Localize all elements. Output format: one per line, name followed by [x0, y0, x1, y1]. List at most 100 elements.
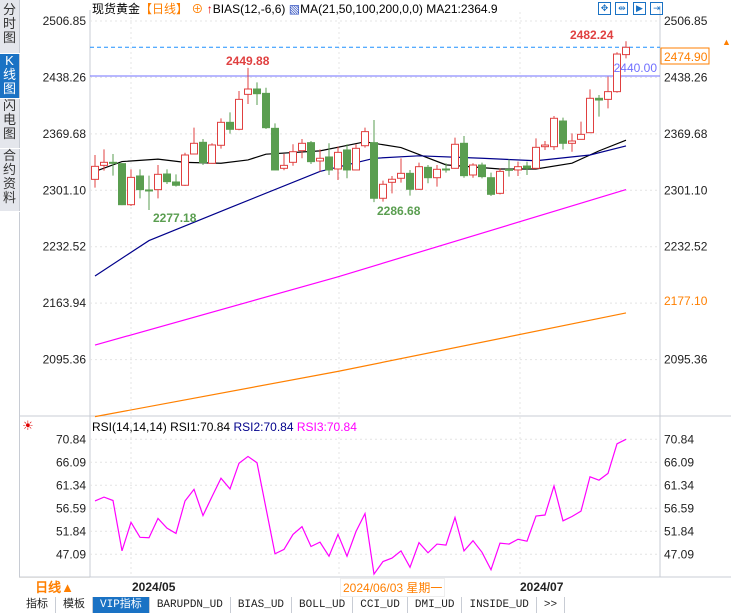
candle-body	[577, 133, 585, 140]
ma-line-ma50	[94, 145, 627, 277]
candle-body	[280, 164, 288, 169]
candle-body	[217, 121, 225, 146]
candle-body	[271, 127, 279, 171]
candle-body	[253, 88, 261, 95]
candle-body	[334, 151, 342, 170]
zoom-range-icon[interactable]: ⇹	[615, 2, 629, 15]
rsi-tick-right: 61.34	[664, 478, 694, 492]
more-tabs-button[interactable]: >>	[536, 597, 566, 613]
tab-cci[interactable]: CCI_UD	[353, 597, 408, 613]
sidebar-spacer	[0, 212, 20, 577]
candle-body	[154, 173, 162, 191]
sidebar-tab-flash[interactable]: 闪电图	[0, 99, 20, 148]
candle-body	[226, 121, 234, 130]
rsi-tick-left: 56.59	[56, 501, 86, 515]
tab-bias[interactable]: BIAS_UD	[230, 597, 293, 613]
rsi-tick-right: 66.09	[664, 455, 694, 469]
price-tick-right: 2095.36	[664, 353, 708, 367]
sidebar-tab-kline[interactable]: K线图	[0, 54, 20, 98]
period-selector[interactable]: 日线▲	[19, 577, 90, 598]
rsi-line	[94, 438, 627, 576]
rsi-tick-left: 51.84	[56, 524, 86, 538]
high-label: 2482.24	[570, 28, 614, 42]
price-tick-left: 2438.26	[43, 70, 87, 84]
tab-inside[interactable]: INSIDE_UD	[462, 597, 537, 613]
candle-body	[505, 168, 513, 171]
candle-body	[406, 172, 414, 190]
sidebar-tab-label: 分时图	[2, 2, 16, 45]
ma-line-ma100	[94, 188, 627, 346]
crosshair-icon[interactable]: ✥	[598, 2, 611, 15]
tab-indicators[interactable]: 指标	[19, 597, 56, 613]
candle-body	[550, 117, 558, 148]
price-tick-left: 2163.94	[43, 296, 87, 310]
tab-templates[interactable]: 模板	[56, 597, 93, 613]
candle-body	[478, 164, 486, 178]
sidebar-tab-label: 合约资料	[2, 148, 16, 205]
candle-body	[208, 144, 216, 164]
rsi1-value: RSI1:70.84	[170, 420, 231, 434]
rsi-title: RSI(14,14,14)	[92, 420, 167, 434]
toolbar: ✥ ⇹ ▶ ⇥	[598, 2, 664, 15]
candle-body	[514, 166, 522, 171]
candle-body	[460, 142, 468, 177]
tab-vip-indicators[interactable]: VIP指标	[93, 597, 150, 613]
header: 现货黄金【日线】 ⊕ ↑BIAS(12,-6,6) ▧MA(21,50,100,…	[92, 2, 498, 16]
tab-boll[interactable]: BOLL_UD	[292, 597, 354, 613]
bias-indicator[interactable]: BIAS(12,-6,6)	[212, 2, 286, 16]
sidebar-tab-contract-info[interactable]: 合约资料	[0, 149, 20, 211]
candle-body	[613, 53, 621, 93]
period-label[interactable]: 【日线】	[140, 2, 189, 16]
candle-body	[244, 88, 252, 95]
price-tick-left: 2301.10	[43, 183, 87, 197]
candle-body	[145, 189, 153, 192]
play-icon[interactable]: ▶	[632, 2, 646, 15]
add-circle-icon[interactable]: ⊕	[191, 2, 204, 16]
price-tick-left: 2369.68	[43, 127, 87, 141]
rsi2-value: RSI2:70.84	[233, 420, 294, 434]
candle-body	[424, 166, 432, 179]
rsi-tick-left: 47.09	[56, 547, 86, 561]
candle-body	[316, 157, 324, 162]
price-tick-left: 2095.36	[43, 353, 87, 367]
low-label: 2277.18	[153, 211, 197, 225]
rsi3-value: RSI3:70.84	[296, 420, 357, 434]
tab-dmi[interactable]: DMI_UD	[407, 597, 463, 613]
candle-body	[298, 142, 306, 152]
settings-sun-icon[interactable]: ☀	[22, 418, 34, 433]
ma200-label: 2177.10	[664, 294, 708, 308]
candle-body	[172, 181, 180, 186]
last-price-label: 2474.90	[664, 50, 708, 64]
tab-barupdn[interactable]: BARUPDN_UD	[149, 597, 231, 613]
candle-body	[451, 143, 459, 169]
candle-body	[496, 170, 504, 194]
ma-indicator[interactable]: MA(21,50,100,200,0,0) MA21:2364.9	[300, 2, 498, 16]
alert-price-label: 2440.00	[614, 61, 658, 75]
sidebar-tab-timeshare[interactable]: 分时图	[0, 0, 20, 53]
rsi-tick-right: 47.09	[664, 547, 694, 561]
date-label: 2024/05	[132, 580, 176, 594]
candle-body	[118, 163, 126, 206]
candle-body	[289, 151, 297, 163]
candle-body	[415, 166, 423, 190]
candle-body	[523, 165, 531, 169]
price-tick-right: 2232.52	[664, 240, 708, 254]
candle-body	[181, 154, 189, 186]
forward-icon[interactable]: ⇥	[650, 2, 664, 15]
sidebar-tab-label: 闪电图	[2, 98, 16, 141]
candle-body	[109, 161, 117, 164]
chart-icon: ▧	[288, 2, 301, 16]
rsi-tick-right: 70.84	[664, 432, 694, 446]
symbol-name: 现货黄金	[92, 2, 141, 16]
candle-body	[361, 131, 369, 147]
candle-body	[136, 175, 144, 191]
date-label: 2024/07	[520, 580, 564, 594]
candle-body	[622, 46, 630, 56]
candle-body	[352, 147, 360, 171]
rsi-tick-right: 56.59	[664, 501, 694, 515]
candle-body	[487, 177, 495, 195]
candle-body	[532, 146, 540, 169]
candle-body	[586, 97, 594, 134]
candle-body	[163, 173, 171, 183]
